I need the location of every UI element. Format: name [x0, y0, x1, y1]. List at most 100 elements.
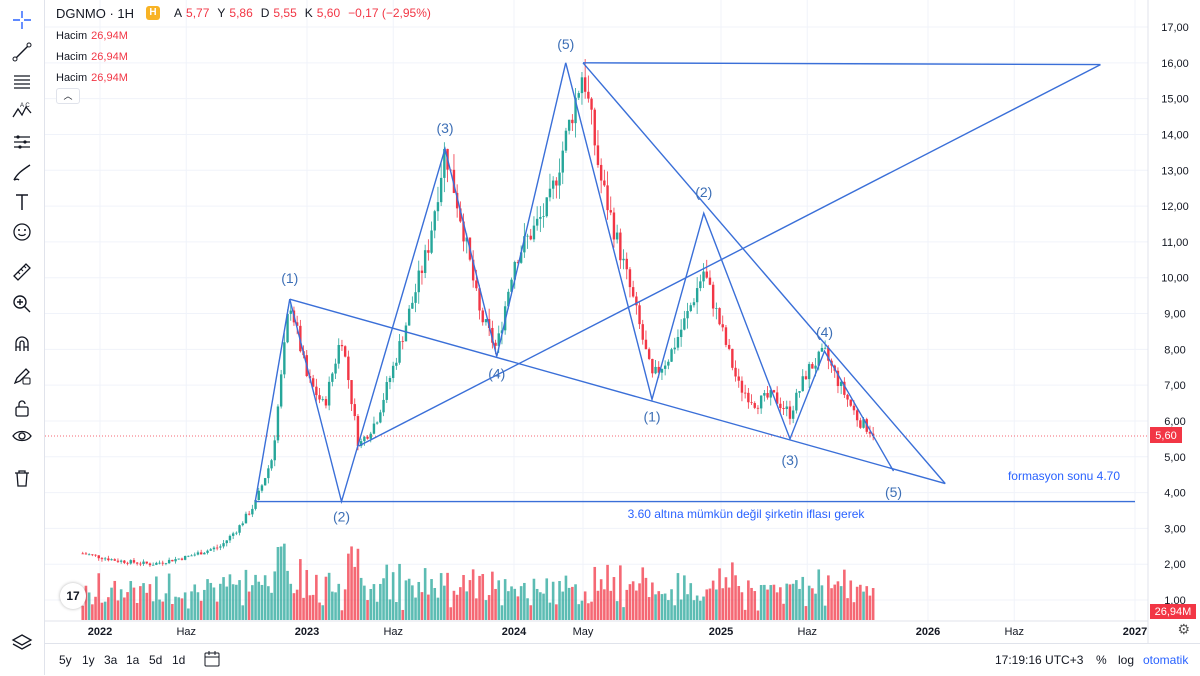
- candle-body: [507, 291, 510, 307]
- ruler-icon[interactable]: [8, 258, 36, 286]
- range-1d[interactable]: 1d: [172, 653, 186, 667]
- text-icon[interactable]: [8, 188, 36, 216]
- range-5y[interactable]: 5y: [59, 653, 72, 667]
- volume-bar: [622, 607, 625, 620]
- candle-body: [433, 211, 436, 231]
- volume-bar: [603, 589, 606, 620]
- candle-body: [558, 172, 561, 186]
- candle-body: [663, 365, 667, 369]
- range-1y[interactable]: 1y: [82, 653, 95, 667]
- candle-body: [100, 558, 104, 560]
- volume-bar: [663, 593, 667, 620]
- candle-body: [391, 365, 395, 379]
- volume-row[interactable]: Hacim 26,94M: [56, 72, 128, 84]
- close-value: 5,60: [316, 6, 341, 20]
- volume-bar: [459, 587, 462, 620]
- range-5d[interactable]: 5d: [149, 653, 163, 667]
- candle-body: [231, 533, 235, 536]
- percent-toggle[interactable]: %: [1096, 653, 1107, 667]
- candle-body: [347, 356, 350, 381]
- eye-icon[interactable]: [8, 422, 36, 450]
- candle-body: [439, 177, 443, 203]
- brush-icon[interactable]: [8, 158, 36, 186]
- volume-bar: [263, 575, 267, 620]
- log-toggle[interactable]: log: [1118, 653, 1135, 667]
- magnet-icon[interactable]: [8, 330, 36, 358]
- volume-bar: [430, 579, 433, 620]
- auto-toggle[interactable]: otomatik: [1143, 653, 1189, 667]
- forecast-icon[interactable]: [8, 128, 36, 156]
- volume-bar: [766, 589, 769, 620]
- emoji-icon[interactable]: [8, 218, 36, 246]
- volume-bar: [375, 601, 379, 620]
- range-3a[interactable]: 3a: [104, 653, 118, 667]
- volume-bar: [708, 588, 712, 620]
- wave-label: (3): [436, 120, 453, 136]
- volume-row[interactable]: Hacim 26,94M: [56, 51, 128, 63]
- candle-body: [324, 399, 328, 406]
- fib-icon[interactable]: [8, 68, 36, 96]
- candle-body: [401, 341, 404, 342]
- volume-bar: [91, 604, 94, 620]
- candle-body: [622, 258, 625, 261]
- x-tick-label: 2027: [1123, 626, 1147, 638]
- candle-body: [615, 232, 619, 240]
- candle-body: [215, 547, 219, 549]
- last-price-badge: [1150, 427, 1182, 443]
- range-1a[interactable]: 1a: [126, 653, 140, 667]
- candle-body: [526, 235, 529, 237]
- candle-body: [539, 216, 542, 219]
- volume-badge: [1150, 604, 1196, 619]
- candle-body: [177, 558, 180, 560]
- candle-body: [318, 395, 321, 400]
- candle-body: [260, 485, 264, 491]
- candle-body: [465, 237, 468, 242]
- candle-body: [462, 221, 465, 242]
- volume-bar: [206, 579, 209, 620]
- tradingview-logo[interactable]: 17: [60, 583, 86, 609]
- trash-icon[interactable]: [8, 464, 36, 492]
- volume-bar: [417, 581, 421, 620]
- symbol-title[interactable]: DGNMO · 1H: [56, 5, 134, 21]
- clock-time[interactable]: 17:19:16 UTC+3: [995, 653, 1084, 667]
- volume-bar: [676, 573, 680, 620]
- trend-line-icon[interactable]: [8, 38, 36, 66]
- volume-bar: [788, 584, 792, 620]
- candle-body: [369, 433, 372, 439]
- volume-bar: [212, 587, 216, 620]
- candle-body: [356, 416, 360, 447]
- candle-body: [574, 97, 577, 124]
- volume-bar: [526, 598, 529, 620]
- volume-bar: [395, 601, 398, 620]
- candle-body: [331, 373, 334, 382]
- collapse-legend-button[interactable]: ︿: [56, 88, 80, 104]
- volume-bar: [433, 587, 437, 620]
- volume-bar: [657, 591, 661, 620]
- candle-body: [494, 342, 497, 346]
- price-chart[interactable]: (1) (2) (3) (4) (5) (1) (2) (3) (4) (5) formasyon…: [45, 0, 1200, 643]
- volume-bar: [519, 586, 523, 620]
- layers-icon[interactable]: [11, 632, 33, 659]
- volume-bar: [817, 569, 821, 620]
- candle-body: [420, 270, 424, 273]
- candle-body: [583, 77, 587, 92]
- drawing-toolbar: A C: [0, 0, 45, 675]
- volume-bar: [158, 599, 161, 620]
- candle-body: [676, 337, 680, 348]
- crosshair-icon[interactable]: [8, 6, 36, 34]
- zoom-icon[interactable]: [8, 290, 36, 318]
- volume-bar: [113, 580, 117, 620]
- gear-icon[interactable]: ⚙: [1177, 621, 1190, 637]
- volume-bar: [574, 584, 577, 620]
- candle-body: [436, 202, 440, 212]
- pattern-icon[interactable]: A C: [8, 98, 36, 126]
- volume-bar: [343, 589, 347, 620]
- volume-bar: [689, 583, 693, 620]
- candle-body: [343, 346, 347, 357]
- lock-icon[interactable]: [8, 394, 36, 422]
- calendar-icon[interactable]: [203, 650, 221, 671]
- svg-text:A C: A C: [20, 103, 30, 109]
- volume-bar: [615, 601, 619, 620]
- volume-row[interactable]: Hacim 26,94M: [56, 30, 128, 42]
- lock-draw-icon[interactable]: [8, 362, 36, 390]
